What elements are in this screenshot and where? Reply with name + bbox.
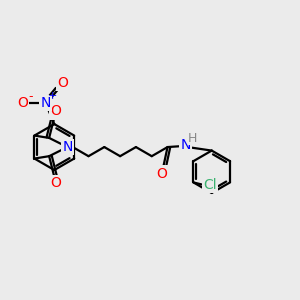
Text: N: N (62, 140, 73, 154)
Text: Cl: Cl (203, 178, 217, 192)
Text: +: + (48, 91, 57, 101)
Text: -: - (28, 90, 33, 103)
Text: O: O (17, 96, 28, 110)
Text: O: O (50, 104, 61, 118)
Text: O: O (50, 176, 61, 190)
Text: N: N (180, 138, 191, 152)
Text: O: O (57, 76, 68, 90)
Text: N: N (40, 96, 51, 110)
Text: H: H (188, 132, 198, 145)
Text: O: O (156, 167, 167, 181)
